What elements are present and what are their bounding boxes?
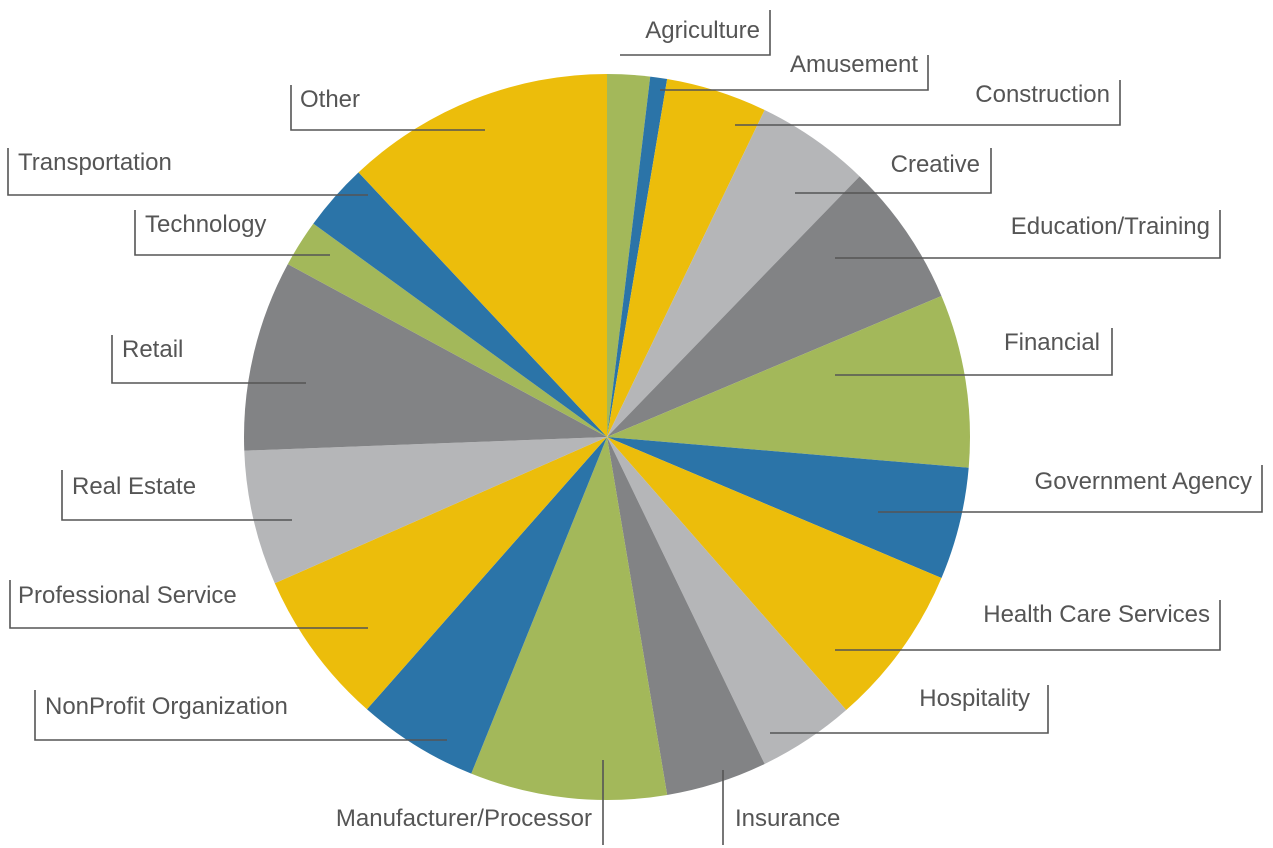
pie-slice — [607, 437, 942, 711]
leader-line — [795, 148, 992, 194]
pie-slice — [607, 295, 970, 468]
slice-label: Retail — [122, 336, 183, 363]
pie-slice — [607, 110, 860, 438]
slice-label: Amusement — [790, 51, 918, 78]
pie-slice — [607, 74, 651, 437]
leader-line — [9, 580, 368, 629]
slice-label: Hospitality — [919, 685, 1030, 712]
pie-slice — [607, 176, 942, 437]
leader-line — [835, 328, 1113, 376]
pie-slice — [607, 437, 765, 795]
pie-slice — [607, 79, 765, 438]
slice-label: Manufacturer/Processor — [336, 805, 592, 832]
slice-label: Real Estate — [72, 473, 196, 500]
pie-slice — [313, 172, 607, 437]
leader-line — [34, 690, 447, 741]
leader-line — [835, 210, 1221, 259]
slice-label: Construction — [975, 81, 1110, 108]
leader-line — [7, 148, 368, 196]
slice-label: Creative — [891, 151, 980, 178]
leader-line — [770, 685, 1049, 734]
leader-line — [878, 465, 1263, 513]
slice-label: Professional Service — [18, 582, 237, 609]
leader-line — [835, 600, 1221, 651]
pie-slice — [471, 437, 668, 800]
pie-slice — [607, 76, 668, 437]
slice-label: NonProfit Organization — [45, 693, 288, 720]
leader-line — [111, 335, 306, 384]
leader-line — [620, 10, 771, 56]
slice-label: Financial — [1004, 329, 1100, 356]
slice-label: Government Agency — [1035, 468, 1252, 495]
pie-slice — [607, 437, 969, 579]
pie-slice — [287, 223, 607, 437]
leader-line — [660, 55, 929, 91]
slice-label: Transportation — [18, 149, 172, 176]
leader-line — [290, 85, 485, 131]
pie-slice — [358, 74, 607, 437]
leader-line — [735, 80, 1121, 126]
pie-slice — [366, 437, 607, 774]
slice-label: Education/Training — [1011, 213, 1210, 240]
leader-line — [61, 470, 292, 521]
slice-label: Technology — [145, 211, 266, 238]
slice-label: Other — [300, 86, 360, 113]
slice-label: Agriculture — [645, 17, 760, 44]
pie-slice — [274, 437, 607, 710]
leader-line — [134, 210, 330, 256]
pie-slice — [244, 264, 607, 451]
slice-label: Insurance — [735, 805, 840, 832]
pie-slice — [244, 437, 607, 584]
slice-label: Health Care Services — [983, 601, 1210, 628]
pie-slice — [607, 437, 847, 764]
